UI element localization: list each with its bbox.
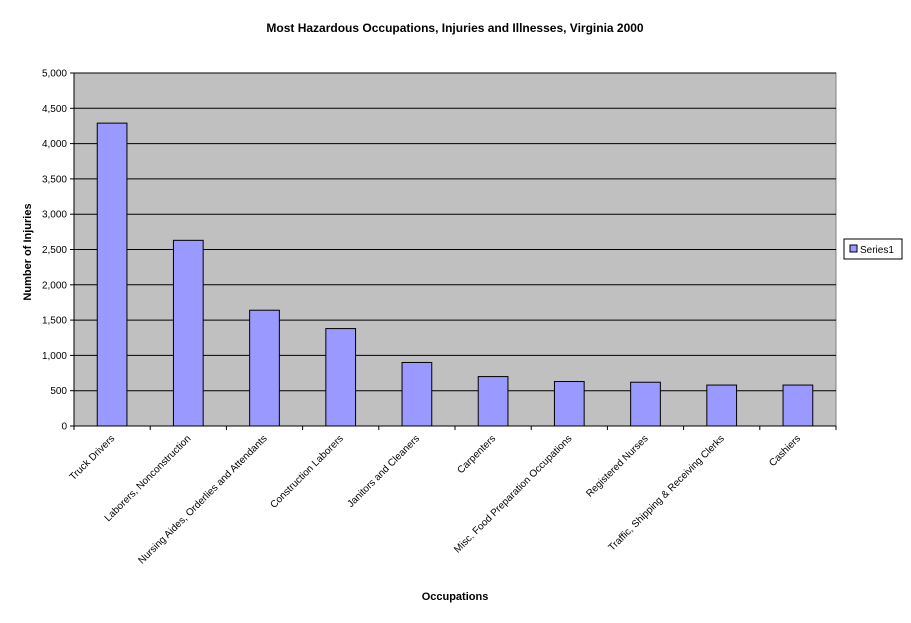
x-axis-title: Occupations [422, 591, 489, 603]
x-tick-label: Nursing Aides, Orderlies and Attendants [136, 433, 269, 566]
bar [96, 122, 128, 427]
chart-title: Most Hazardous Occupations, Injuries and… [266, 21, 644, 35]
x-tick-label: Cashiers [767, 433, 803, 469]
bar [630, 381, 661, 427]
x-axis-ticks [73, 426, 837, 430]
x-tick-label: Carpenters [455, 433, 498, 476]
x-tick-label: Misc. Food Preparation Occupations [452, 433, 574, 555]
y-tick-label: 500 [50, 386, 67, 397]
bar [782, 384, 814, 427]
legend: Series1 [843, 238, 903, 260]
legend-box [843, 238, 903, 260]
x-tick-label: Janitors and Cleaners [345, 433, 422, 510]
bar [706, 384, 738, 427]
x-tick-label: Laborers, Nonconstruction [103, 433, 194, 524]
y-axis-title: Number of Injuries [22, 203, 34, 300]
bar [401, 361, 433, 427]
y-tick-label: 4,000 [42, 139, 67, 150]
bar [172, 239, 204, 427]
y-tick-label: 2,500 [42, 245, 67, 256]
y-tick-label: 3,000 [42, 210, 67, 221]
x-tick-label: Truck Drivers [68, 433, 118, 483]
y-tick-label: 0 [61, 422, 67, 433]
y-tick-label: 3,500 [42, 174, 67, 185]
y-tick-label: 5,000 [42, 69, 67, 80]
bar [477, 376, 509, 427]
legend-swatch [849, 244, 858, 253]
y-axis-ticks: 0 500 1,000 1,500 2,000 2,500 3,000 3,500 4,000 4… [42, 69, 74, 433]
bar [325, 328, 357, 427]
y-tick-label: 1,500 [42, 316, 67, 327]
legend-label: Series1 [860, 245, 894, 256]
x-tick-label: Registered Nurses [584, 433, 650, 499]
bar [553, 381, 585, 427]
bars [96, 122, 814, 427]
y-tick-label: 1,000 [42, 351, 67, 362]
bar [249, 309, 280, 427]
x-tick-label: Construction Laborers [268, 433, 345, 510]
y-tick-label: 2,000 [42, 280, 67, 291]
y-tick-label: 4,500 [42, 104, 67, 115]
